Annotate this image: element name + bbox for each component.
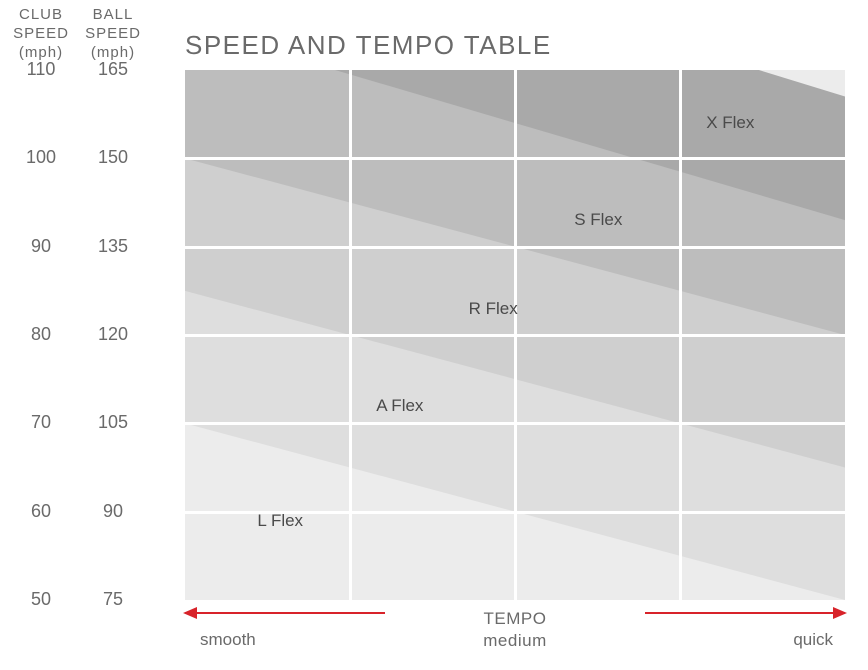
ball-speed-tick: 90 — [82, 501, 144, 522]
tempo-title-bottom: medium — [483, 630, 546, 652]
club-speed-tick: 110 — [10, 59, 72, 80]
ball-speed-tick: 75 — [82, 589, 144, 610]
ball-speed-tick: 150 — [82, 147, 144, 168]
flex-band-label: L Flex — [257, 511, 303, 531]
plot-area: L Flex A Flex R Flex S Flex X Flex — [185, 70, 845, 600]
flex-band-label: R Flex — [469, 299, 518, 319]
flex-band-label: X Flex — [706, 113, 754, 133]
flex-band-label: A Flex — [376, 396, 423, 416]
club-speed-tick: 90 — [10, 236, 72, 257]
x-axis: TEMPO medium smooth quick — [185, 604, 845, 664]
tempo-title-top: TEMPO — [483, 608, 546, 630]
club-speed-tick: 100 — [10, 147, 72, 168]
ball-speed-tick: 105 — [82, 412, 144, 433]
chart-title: SPEED AND TEMPO TABLE — [185, 30, 552, 61]
club-speed-tick: 80 — [10, 324, 72, 345]
tempo-title: TEMPO medium — [483, 608, 546, 652]
grid-line-v — [514, 70, 517, 600]
ball-speed-tick: 120 — [82, 324, 144, 345]
y-axis-ticks: 110 165 100 150 90 135 80 120 70 105 60 90 50 75 — [0, 0, 160, 670]
ball-speed-tick: 165 — [82, 59, 144, 80]
tempo-label-smooth: smooth — [200, 630, 256, 650]
grid-line-v — [349, 70, 352, 600]
club-speed-tick: 50 — [10, 589, 72, 610]
grid-line-v — [679, 70, 682, 600]
speed-tempo-chart: CLUB SPEED (mph) BALL SPEED (mph) 110165… — [0, 0, 868, 670]
club-speed-tick: 60 — [10, 501, 72, 522]
tempo-arrow-right — [645, 612, 845, 614]
tempo-arrow-left — [185, 612, 385, 614]
club-speed-tick: 70 — [10, 412, 72, 433]
tempo-label-quick: quick — [793, 630, 833, 650]
ball-speed-tick: 135 — [82, 236, 144, 257]
flex-band-label: S Flex — [574, 210, 622, 230]
